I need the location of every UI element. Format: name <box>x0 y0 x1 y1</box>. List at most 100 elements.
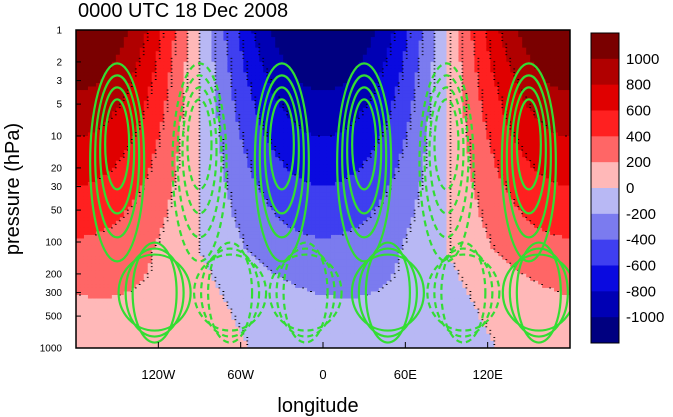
field-cell <box>510 58 515 63</box>
field-cell <box>139 139 145 144</box>
field-cell <box>430 93 436 98</box>
field-cell <box>382 54 388 59</box>
field-cell <box>275 97 280 102</box>
field-cell <box>107 79 113 84</box>
field-cell <box>382 86 388 91</box>
field-cell <box>119 65 125 70</box>
field-cell <box>562 143 567 148</box>
field-cell <box>203 58 209 63</box>
field-cell <box>295 153 300 158</box>
field-cell <box>87 58 93 63</box>
field-cell <box>199 79 205 84</box>
field-cell <box>414 132 420 137</box>
field-cell <box>366 167 372 172</box>
field-cell <box>506 90 511 95</box>
field-cell <box>466 30 471 35</box>
field-cell <box>95 160 101 165</box>
field-cell <box>486 47 491 52</box>
field-cell <box>502 146 507 151</box>
field-cell <box>342 79 348 84</box>
field-cell <box>119 72 125 77</box>
field-cell <box>167 37 173 42</box>
field-cell <box>227 132 232 137</box>
field-cell <box>315 164 320 169</box>
field-cell <box>275 121 280 126</box>
field-cell <box>147 47 153 52</box>
field-cell <box>227 65 232 70</box>
field-cell <box>430 33 436 38</box>
field-cell <box>478 72 483 77</box>
field-cell <box>155 128 161 134</box>
field-cell <box>307 51 312 56</box>
field-cell <box>187 90 193 95</box>
field-cell <box>366 30 372 35</box>
field-cell <box>107 72 113 77</box>
field-cell <box>426 157 432 162</box>
field-cell <box>319 54 324 59</box>
field-cell <box>311 58 316 63</box>
field-cell <box>219 65 224 70</box>
field-cell <box>514 51 519 56</box>
field-cell <box>211 72 217 77</box>
field-cell <box>299 167 304 172</box>
field-cell <box>486 146 491 151</box>
field-cell <box>398 51 404 56</box>
field-cell <box>119 153 125 158</box>
field-cell <box>183 75 189 81</box>
field-cell <box>76 157 81 162</box>
field-cell <box>506 30 511 35</box>
field-cell <box>514 118 519 123</box>
field-cell <box>498 100 503 105</box>
field-cell <box>470 93 475 98</box>
field-cell <box>450 150 456 155</box>
field-cell <box>251 37 256 42</box>
field-cell <box>211 93 217 98</box>
field-cell <box>462 75 468 81</box>
field-cell <box>251 30 256 35</box>
field-cell <box>538 33 543 38</box>
field-cell <box>91 58 97 63</box>
field-cell <box>410 58 416 63</box>
field-cell <box>307 65 312 70</box>
field-cell <box>354 33 360 38</box>
field-cell <box>562 83 567 88</box>
field-cell <box>191 153 197 158</box>
field-cell <box>163 65 169 70</box>
field-cell <box>422 150 428 155</box>
field-cell <box>195 75 201 81</box>
field-cell <box>422 47 428 52</box>
field-cell <box>311 157 316 162</box>
field-cell <box>450 157 456 162</box>
field-cell <box>247 68 252 73</box>
field-cell <box>386 100 392 105</box>
field-cell <box>378 93 384 98</box>
field-cell <box>111 153 117 158</box>
field-cell <box>131 47 137 52</box>
field-cell <box>482 79 487 84</box>
field-cell <box>247 61 252 66</box>
field-cell <box>119 114 125 119</box>
field-cell <box>291 44 296 49</box>
field-cell <box>406 58 412 63</box>
field-cell <box>550 143 555 148</box>
field-cell <box>382 79 388 84</box>
field-cell <box>119 160 125 165</box>
field-cell <box>319 68 324 73</box>
field-cell <box>562 44 567 49</box>
field-cell <box>374 132 380 137</box>
field-cell <box>319 30 324 35</box>
field-cell <box>398 72 404 77</box>
field-cell <box>494 104 499 109</box>
field-cell <box>287 146 292 151</box>
field-cell <box>127 114 133 119</box>
field-cell <box>323 125 328 130</box>
field-cell <box>406 44 412 49</box>
field-cell <box>147 143 153 148</box>
field-cell <box>470 44 475 49</box>
field-cell <box>259 83 264 88</box>
field-cell <box>139 167 145 172</box>
field-cell <box>127 83 133 88</box>
field-cell <box>330 111 336 116</box>
field-cell <box>187 40 193 45</box>
field-cell <box>326 104 332 109</box>
